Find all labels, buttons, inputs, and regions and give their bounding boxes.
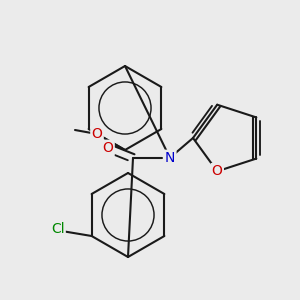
Text: Cl: Cl — [51, 222, 64, 236]
Text: O: O — [103, 141, 113, 155]
Text: O: O — [92, 127, 102, 141]
Text: N: N — [165, 151, 175, 165]
Text: O: O — [212, 164, 223, 178]
